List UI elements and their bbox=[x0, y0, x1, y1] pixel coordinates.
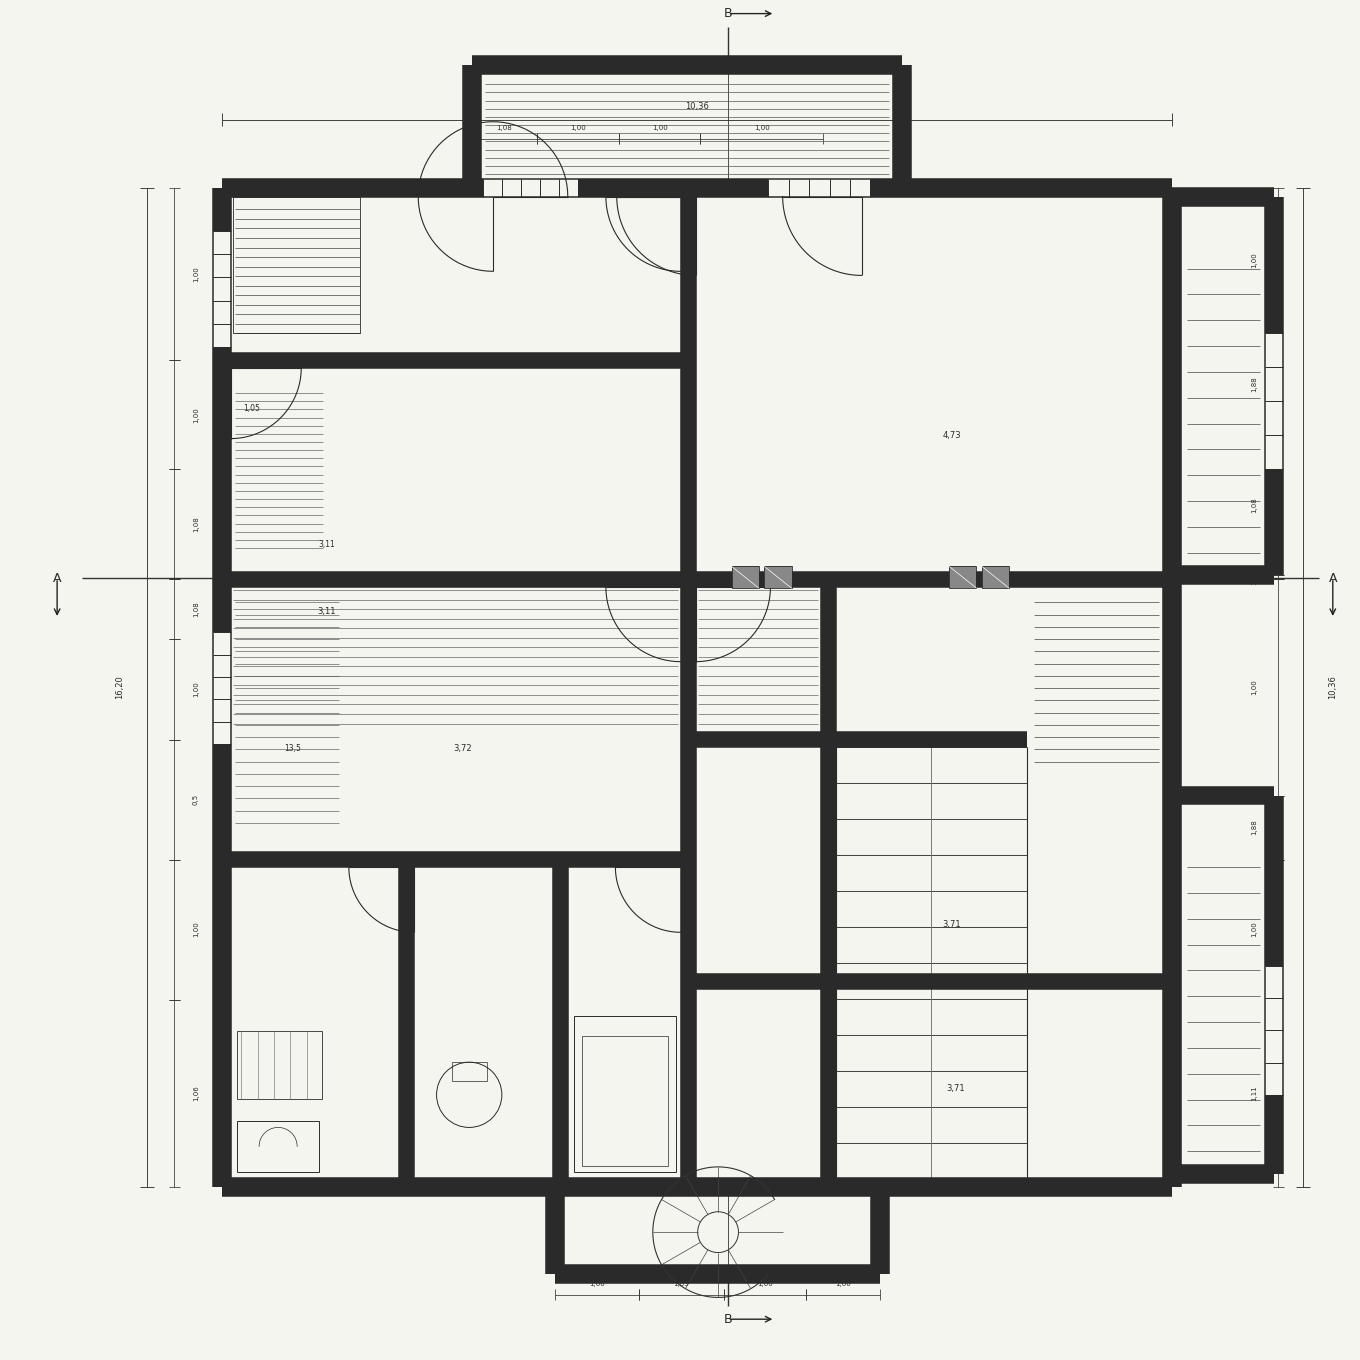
Text: 1,06: 1,06 bbox=[589, 1281, 605, 1287]
Text: 4,73: 4,73 bbox=[942, 431, 962, 439]
Text: 3,71: 3,71 bbox=[947, 1084, 966, 1092]
Bar bbox=[574, 1016, 676, 1172]
Text: 1,00: 1,00 bbox=[1251, 253, 1257, 268]
Bar bbox=[1266, 796, 1284, 1174]
Text: 1,88: 1,88 bbox=[1251, 377, 1257, 392]
Text: 1,00: 1,00 bbox=[193, 267, 199, 282]
Bar bbox=[222, 571, 688, 588]
Bar bbox=[821, 579, 835, 1187]
Bar bbox=[732, 567, 759, 588]
Text: 16,20: 16,20 bbox=[116, 676, 124, 699]
Bar bbox=[545, 1187, 564, 1274]
Bar bbox=[872, 1187, 889, 1274]
Bar bbox=[238, 1121, 318, 1172]
Bar bbox=[1265, 966, 1285, 1095]
Text: 10,36: 10,36 bbox=[685, 102, 709, 110]
Bar bbox=[472, 56, 902, 73]
Text: 1,00: 1,00 bbox=[1251, 922, 1257, 937]
Bar bbox=[982, 567, 1009, 588]
Bar bbox=[1172, 1164, 1274, 1182]
Bar bbox=[688, 974, 1172, 990]
Bar bbox=[234, 197, 359, 333]
Text: 1,06: 1,06 bbox=[193, 1085, 199, 1102]
Bar bbox=[582, 1036, 668, 1166]
Bar bbox=[462, 65, 481, 188]
Text: A: A bbox=[1329, 571, 1337, 585]
Bar bbox=[222, 1178, 1172, 1197]
Text: 1,00: 1,00 bbox=[1251, 680, 1257, 695]
Text: 1,08: 1,08 bbox=[193, 517, 199, 532]
Text: 3,11: 3,11 bbox=[317, 608, 336, 616]
Bar bbox=[222, 851, 688, 868]
Text: 1,00: 1,00 bbox=[1251, 570, 1257, 585]
Text: 1,00: 1,00 bbox=[835, 1281, 851, 1287]
Bar bbox=[452, 1062, 487, 1081]
Bar bbox=[212, 231, 231, 347]
Text: 1,00: 1,00 bbox=[758, 1281, 772, 1287]
Text: 1,88: 1,88 bbox=[1251, 820, 1257, 835]
Text: 1,00: 1,00 bbox=[193, 407, 199, 423]
Text: 1,00: 1,00 bbox=[651, 125, 668, 131]
Bar bbox=[212, 632, 231, 744]
Bar bbox=[1265, 333, 1285, 469]
Bar bbox=[400, 860, 413, 1187]
Bar bbox=[1172, 188, 1274, 205]
Bar bbox=[732, 567, 759, 588]
Text: 1,05: 1,05 bbox=[243, 404, 260, 412]
Bar bbox=[949, 567, 976, 588]
Text: 1,08: 1,08 bbox=[496, 125, 513, 131]
Bar bbox=[688, 571, 1172, 588]
Bar bbox=[222, 352, 688, 367]
Text: 10,36: 10,36 bbox=[1329, 676, 1337, 699]
Text: 1,11: 1,11 bbox=[1251, 1085, 1257, 1102]
Bar bbox=[949, 567, 976, 588]
Bar bbox=[764, 567, 792, 588]
Text: 1,00: 1,00 bbox=[753, 125, 770, 131]
Bar bbox=[768, 177, 870, 197]
Bar bbox=[1172, 786, 1274, 805]
Text: 3,11: 3,11 bbox=[318, 540, 335, 548]
Text: 1,08: 1,08 bbox=[193, 601, 199, 617]
Bar bbox=[555, 1265, 880, 1284]
Text: 1,08: 1,08 bbox=[1251, 498, 1257, 513]
Bar bbox=[483, 177, 578, 197]
Bar bbox=[1266, 197, 1284, 575]
Bar bbox=[681, 188, 696, 1187]
Bar bbox=[238, 1031, 321, 1099]
Text: A: A bbox=[53, 571, 61, 585]
Bar bbox=[764, 567, 792, 588]
Text: 1,00: 1,00 bbox=[570, 125, 586, 131]
Bar bbox=[222, 178, 1172, 196]
Bar bbox=[688, 732, 1027, 747]
Text: 0,5: 0,5 bbox=[193, 794, 199, 805]
Bar bbox=[894, 65, 911, 188]
Bar bbox=[1164, 188, 1180, 1187]
Text: 13,5: 13,5 bbox=[284, 744, 301, 752]
Text: 3,71: 3,71 bbox=[942, 921, 962, 929]
Bar bbox=[552, 860, 568, 1187]
Text: B: B bbox=[724, 1312, 732, 1326]
Text: 1,00: 1,00 bbox=[193, 922, 199, 937]
Bar bbox=[1172, 566, 1274, 585]
Text: 1,00: 1,00 bbox=[193, 681, 199, 698]
Text: 1,03: 1,03 bbox=[673, 1281, 690, 1287]
Bar bbox=[982, 567, 1009, 588]
Bar bbox=[212, 188, 231, 1187]
Text: 3,72: 3,72 bbox=[453, 744, 472, 752]
Text: B: B bbox=[724, 7, 732, 20]
